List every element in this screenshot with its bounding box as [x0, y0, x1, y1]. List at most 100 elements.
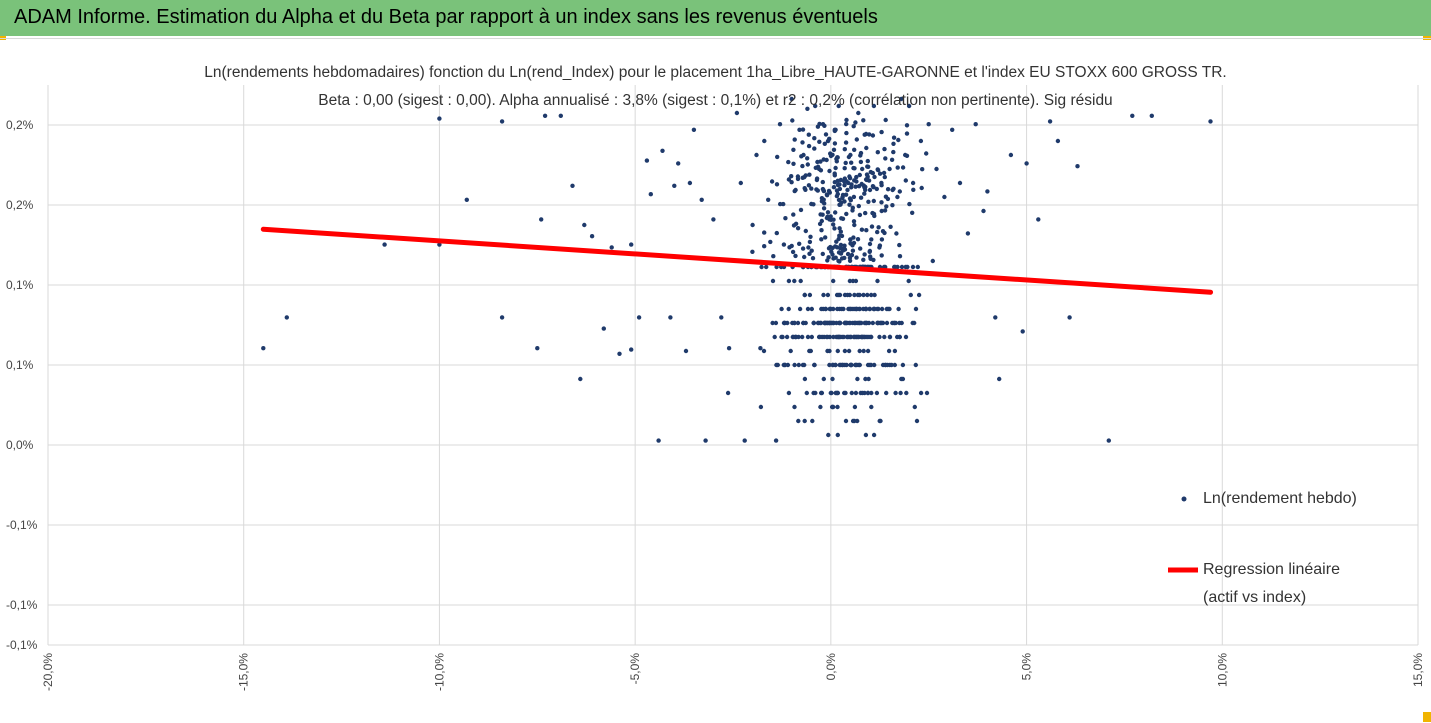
scatter-point [864, 320, 869, 326]
scatter-point [779, 306, 784, 312]
scatter-point [919, 185, 924, 191]
scatter-point [924, 390, 930, 396]
scatter-point [812, 362, 817, 368]
scatter-point [795, 320, 801, 326]
scatter-point [813, 165, 818, 170]
scatter-point [856, 334, 861, 340]
scatter-point [892, 264, 898, 270]
scatter-point [875, 150, 880, 155]
scatter-point [903, 334, 909, 340]
scatter-point [807, 239, 813, 245]
scatter-point [851, 219, 857, 224]
scatter-point [843, 390, 848, 396]
scatter-point [1130, 113, 1135, 119]
scatter-point [903, 178, 908, 183]
scatter-point [860, 166, 865, 172]
scatter-point [865, 334, 870, 340]
scatter-point [814, 176, 820, 181]
scatter-point [791, 212, 796, 217]
scatter-point [805, 106, 810, 112]
scatter-point [847, 176, 853, 181]
scatter-point [789, 96, 794, 102]
scatter-point [884, 320, 890, 326]
scatter-point [877, 334, 882, 340]
scatter-point [879, 208, 884, 214]
scatter-point [904, 123, 910, 128]
scatter-point [766, 197, 771, 202]
scatter-point [867, 306, 873, 312]
scatter-point [892, 348, 898, 354]
scatter-point [837, 186, 843, 192]
scatter-point [867, 187, 873, 193]
scatter-point [691, 127, 697, 132]
scatter-point [820, 122, 826, 127]
scatter-point [848, 237, 853, 242]
scatter-point [815, 124, 821, 129]
scatter-point [809, 186, 814, 191]
scatter-point [842, 243, 847, 248]
scatter-point [848, 320, 853, 326]
scatter-point [905, 264, 910, 270]
scatter-point [848, 198, 853, 203]
scatter-point [879, 129, 884, 135]
scatter-point [848, 362, 853, 368]
scatter-point [806, 132, 811, 137]
scatter-point [676, 161, 681, 166]
scatter-point [802, 292, 807, 298]
scatter-point [924, 151, 929, 156]
scatter-point [786, 390, 792, 396]
scatter-point [832, 141, 838, 146]
scatter-point [891, 149, 896, 155]
scatter-point [703, 438, 708, 443]
scatter-point [821, 206, 827, 211]
scatter-point [499, 315, 505, 320]
scatter-point [808, 348, 813, 354]
scatter-point [699, 197, 704, 202]
scatter-point [840, 246, 845, 252]
scatter-point [800, 362, 806, 368]
scatter-point [801, 320, 806, 326]
scatter-point [857, 172, 862, 178]
scatter-point [771, 254, 776, 259]
scatter-point [781, 201, 786, 207]
scatter-point [896, 306, 901, 312]
x-tick-label: -20,0% [41, 653, 55, 691]
scatter-point [910, 180, 916, 186]
scatter-point [914, 418, 920, 424]
scatter-point [897, 242, 902, 248]
scatter-point [861, 348, 866, 354]
scatter-point [883, 194, 889, 199]
scatter-point [601, 326, 606, 331]
scatter-point [865, 390, 871, 396]
scatter-point [805, 162, 810, 167]
scatter-point [830, 404, 835, 410]
scatter-point [687, 180, 693, 186]
scatter-point [856, 362, 862, 368]
scatter-point [837, 226, 842, 231]
scatter-point [818, 212, 823, 217]
scatter-point [973, 122, 978, 127]
scatter-point [827, 320, 833, 326]
x-tick-label: -5,0% [628, 653, 642, 685]
scatter-point [789, 180, 794, 185]
scatter-point [830, 152, 835, 157]
scatter-point [895, 165, 900, 170]
y-tick-label: 0,1% [6, 358, 34, 372]
scatter-point [859, 320, 864, 326]
scatter-point [800, 163, 805, 169]
legend-label-regression-line2: (actif vs index) [1203, 589, 1307, 606]
scatter-point [798, 207, 804, 213]
scatter-point [842, 362, 847, 368]
scatter-point [862, 191, 867, 196]
scatter-point [806, 183, 812, 188]
scatter-point [918, 138, 924, 144]
scatter-point [997, 376, 1002, 382]
legend-label-regression-line1: Regression linéaire [1203, 561, 1340, 578]
scatter-point [791, 147, 796, 152]
scatter-point [882, 230, 887, 236]
scatter-point [843, 140, 849, 145]
scatter-point [261, 346, 266, 351]
scatter-point [847, 306, 853, 312]
scatter-point [813, 390, 818, 396]
scatter-point [900, 165, 906, 170]
